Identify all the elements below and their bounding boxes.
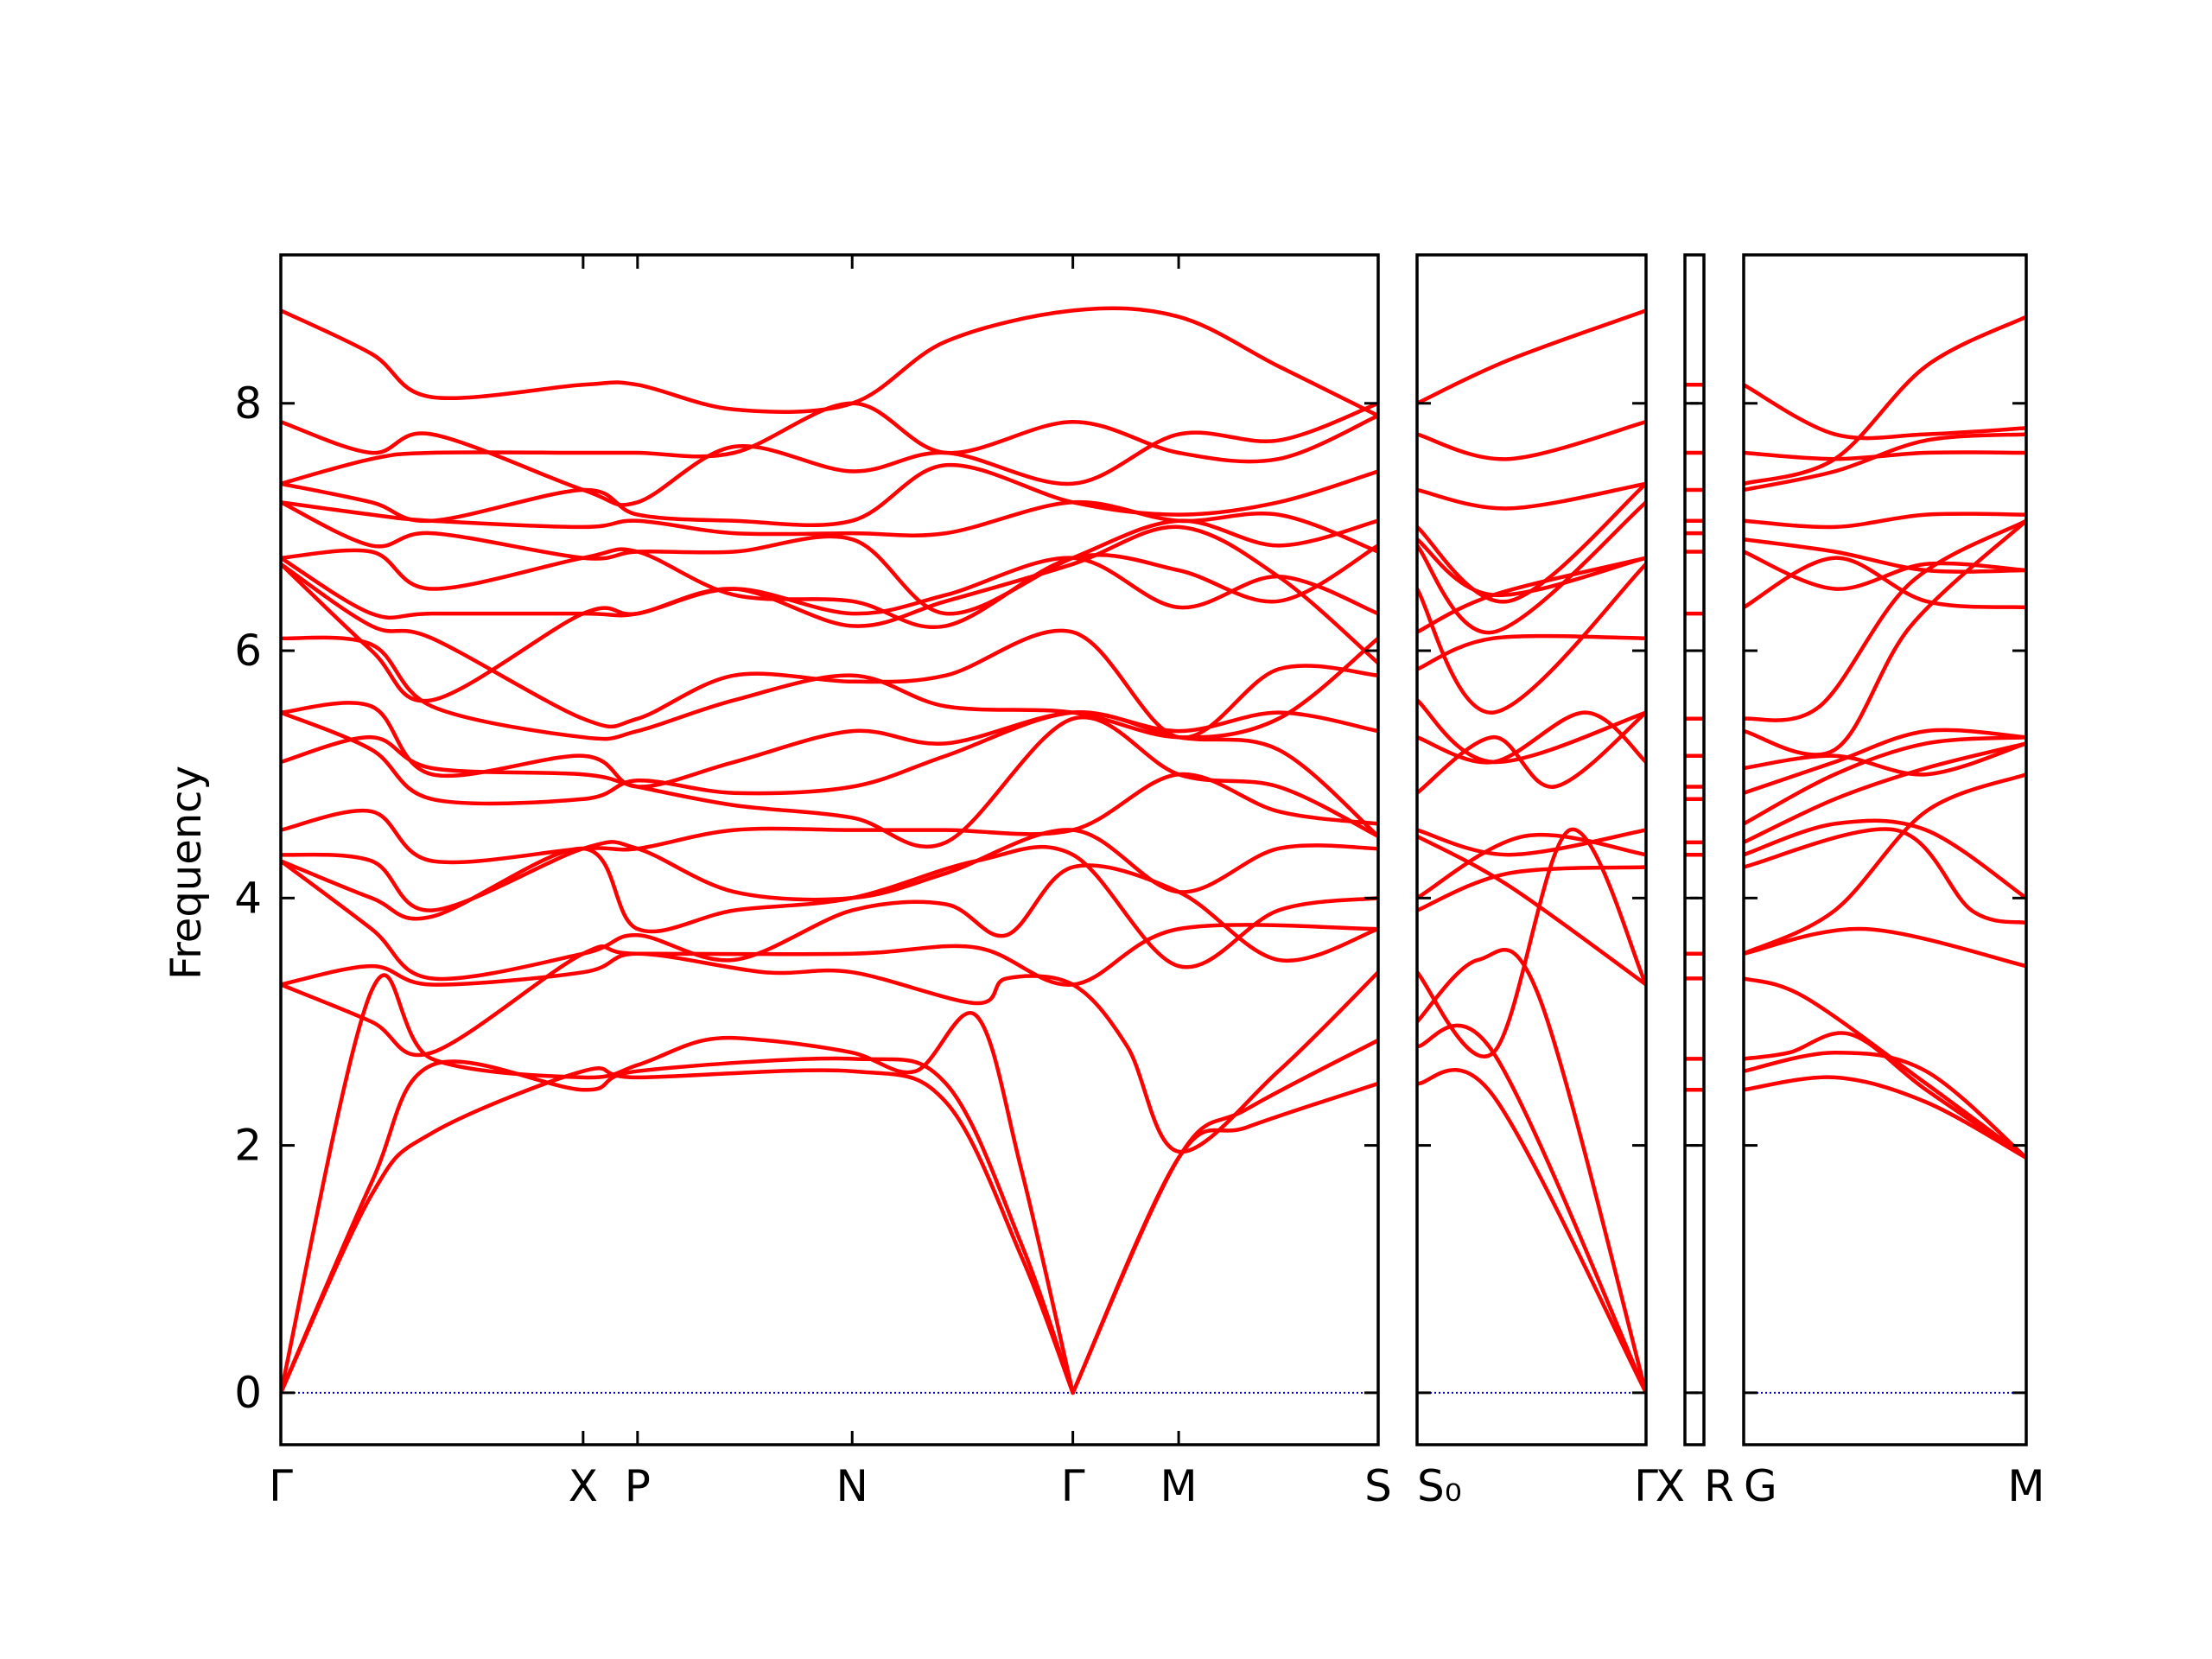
x-tick-label: M	[2007, 1461, 2044, 1511]
band-group	[1417, 308, 1646, 1395]
band-line	[1417, 834, 1646, 987]
band-line	[1417, 828, 1646, 857]
x-tick-label: Γ	[269, 1461, 293, 1511]
band-line	[281, 859, 1378, 982]
band-line	[281, 701, 1378, 789]
band-line	[281, 772, 1378, 865]
band-line	[1744, 818, 2026, 900]
band-line	[1417, 710, 1646, 795]
band-line	[1744, 450, 2026, 461]
x-tick-label: Γ	[1634, 1461, 1658, 1511]
band-line	[1744, 537, 2026, 574]
band-line	[281, 306, 1378, 418]
band-line	[1417, 1023, 1646, 1395]
band-line	[1744, 728, 2026, 795]
band-line	[281, 401, 1378, 507]
band-line	[1417, 308, 1646, 406]
x-tick-label: Γ	[1061, 1461, 1085, 1511]
band-line	[1744, 1031, 2026, 1160]
y-axis-label: Frequency	[162, 766, 211, 980]
band-line	[281, 462, 1378, 528]
band-line	[281, 543, 1378, 629]
x-tick-label: R	[1704, 1461, 1734, 1511]
x-tick-label: S	[1364, 1461, 1392, 1511]
band-line	[1744, 512, 2026, 530]
band-line	[1744, 976, 2026, 1160]
panel-1: 0 2 4 6 8 Γ X P N Γ M S	[234, 253, 1392, 1511]
band-line	[1744, 550, 2026, 591]
panel-frame	[1683, 253, 1706, 1446]
band-line	[281, 715, 1378, 849]
panel-frame	[1415, 253, 1648, 1446]
y-tick-label: 2	[234, 1121, 262, 1171]
band-line	[1744, 734, 2026, 826]
band-line	[1744, 518, 2026, 757]
band-line	[1744, 518, 2026, 722]
band-line	[1417, 827, 1646, 1058]
x-tick-label: G	[1744, 1461, 1777, 1511]
band-line	[281, 951, 1378, 1154]
band-line	[1071, 1038, 1378, 1395]
x-tick-label: M	[1160, 1461, 1198, 1511]
band-line	[1744, 1075, 2026, 1160]
panel-frame	[1742, 253, 2028, 1446]
band-line	[281, 973, 1075, 1395]
y-tick-label: 0	[234, 1368, 262, 1418]
panel-frame	[279, 253, 1380, 1446]
y-tick-label: 4	[234, 873, 262, 923]
band-line	[281, 562, 1378, 740]
band-line	[1417, 633, 1646, 671]
y-tick-label: 6	[234, 626, 262, 676]
band-group	[1685, 383, 1704, 1092]
band-line	[1744, 1050, 2026, 1160]
band-line	[1417, 481, 1646, 604]
band-line	[1417, 556, 1646, 634]
band-line	[281, 844, 1378, 969]
band-line	[281, 1066, 1075, 1395]
band-line	[1417, 500, 1646, 635]
x-tick-label: P	[625, 1461, 651, 1511]
band-line	[1744, 741, 2026, 777]
x-tick-label: S₀	[1417, 1461, 1462, 1511]
band-line	[281, 710, 1378, 839]
band-line	[1071, 1081, 1378, 1395]
band-line	[281, 556, 1378, 620]
band-line	[281, 401, 1378, 486]
x-tick-label: N	[836, 1461, 868, 1511]
band-line	[1417, 698, 1646, 765]
band-line	[1744, 827, 2026, 925]
band-line	[281, 923, 1378, 1058]
band-line	[1417, 865, 1646, 912]
band-line	[1744, 315, 2026, 486]
band-line	[281, 524, 1378, 703]
band-group	[1744, 315, 2026, 1160]
band-line	[1744, 741, 2026, 845]
band-line	[1417, 947, 1646, 1395]
band-line	[1744, 383, 2026, 441]
band-line	[1744, 926, 2026, 969]
y-tick-label: 8	[234, 378, 262, 429]
band-line	[1417, 419, 1646, 461]
band-line	[1417, 562, 1646, 715]
band-line	[1417, 481, 1646, 511]
panel-2: S₀ Γ	[1415, 253, 1658, 1511]
x-tick-label: X	[1656, 1461, 1685, 1511]
band-line	[1744, 772, 2026, 956]
x-tick-label: X	[569, 1461, 598, 1511]
band-line	[1417, 832, 1646, 900]
band-line	[1744, 556, 2026, 610]
band-line	[281, 828, 1378, 912]
band-line	[1417, 537, 1646, 597]
band-group	[281, 306, 1378, 1395]
band-line	[1744, 432, 2026, 493]
band-line	[281, 1056, 1075, 1395]
band-line	[1417, 1067, 1646, 1395]
band-line	[1417, 710, 1646, 765]
